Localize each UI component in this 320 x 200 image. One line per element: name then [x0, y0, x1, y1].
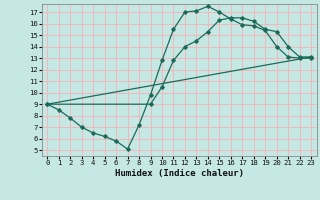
X-axis label: Humidex (Indice chaleur): Humidex (Indice chaleur) — [115, 169, 244, 178]
